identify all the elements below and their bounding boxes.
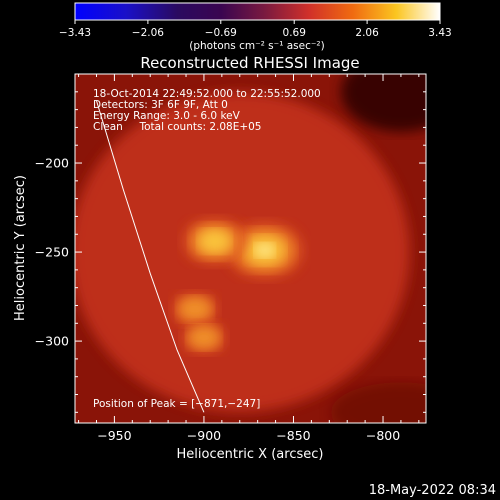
colorbar-tick-label: 2.06 [355, 27, 379, 39]
background-dark-corner [340, 74, 426, 132]
x-tick-label: −950 [97, 428, 131, 443]
annotation-time-range: 18-Oct-2014 22:49:52.000 to 22:55:52.000 [93, 88, 321, 100]
colorbar-tick-label: 0.69 [283, 27, 306, 39]
y-axis-label: Heliocentric Y (arcsec) [13, 175, 28, 321]
emission-source [182, 321, 226, 354]
colorbar-tick-label: −2.06 [132, 27, 164, 39]
colorbar-ticks: −3.43 −2.06 −0.69 0.69 2.06 3.43 [59, 20, 452, 39]
x-axis-ticks: −950 −900 −850 −800 [78, 74, 420, 443]
solar-limb-line [96, 100, 205, 413]
y-axis-ticks: −200 −250 −300 [35, 91, 426, 413]
emission-source [172, 292, 218, 326]
y-tick-label: −250 [35, 245, 69, 260]
colorbar-tick-label: −0.69 [205, 27, 237, 39]
emission-source [227, 222, 303, 279]
background-dark-corner [330, 382, 426, 423]
colorbar-tick-label: −3.43 [59, 27, 91, 39]
y-tick-label: −200 [35, 156, 69, 171]
plot-area [75, 74, 426, 423]
colorbar-gradient [74, 2, 441, 21]
x-tick-label: −800 [366, 428, 400, 443]
chart-title: Reconstructed RHESSI Image [140, 54, 359, 72]
annotation-energy-range: Energy Range: 3.0 - 6.0 keV [93, 110, 241, 122]
footer-date: 18-May-2022 08:34 [369, 483, 496, 498]
emission-sources [172, 218, 303, 354]
colorbar-units: (photons cm⁻² s⁻¹ asec⁻²) [189, 40, 324, 52]
peak-position-label: Position of Peak = [−871,−247] [93, 398, 260, 410]
x-tick-label: −900 [187, 428, 221, 443]
y-tick-label: −300 [35, 334, 69, 349]
x-tick-label: −850 [276, 428, 310, 443]
emission-source [183, 218, 246, 265]
annotation-total-counts: Clean Total counts: 2.08E+05 [93, 121, 262, 133]
colorbar: −3.43 −2.06 −0.69 0.69 2.06 3.43 (photons cm⁻… [59, 2, 452, 52]
x-axis-label: Heliocentric X (arcsec) [177, 447, 324, 462]
colorbar-tick-label: 3.43 [428, 27, 451, 39]
annotation-block: 18-Oct-2014 22:49:52.000 to 22:55:52.000… [93, 88, 321, 133]
annotation-detectors: Detectors: 3F 6F 9F, Att 0 [93, 99, 228, 111]
plot-frame [74, 73, 427, 424]
